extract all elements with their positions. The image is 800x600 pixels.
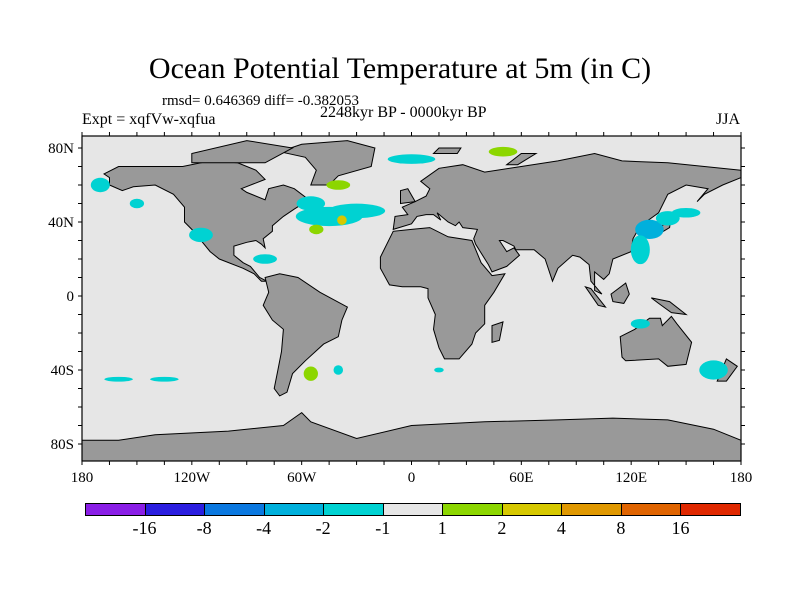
anomaly-patch xyxy=(326,180,351,190)
landmass-north-america xyxy=(103,160,310,282)
colorbar-label: 4 xyxy=(556,518,566,538)
season-label: JJA xyxy=(716,111,741,128)
anomaly-patch xyxy=(333,365,344,375)
colorbar-swatch xyxy=(144,503,206,516)
colorbar-label: 2 xyxy=(497,518,507,538)
y-tick-label: 40S xyxy=(51,363,74,379)
colorbar-swatch xyxy=(501,503,563,516)
experiment-label: Expt = xqfVw-xqfua xyxy=(82,111,216,128)
anomaly-patch xyxy=(387,154,436,164)
colorbar-label: 16 xyxy=(671,518,690,538)
colorbar-label: -1 xyxy=(375,518,391,538)
anomaly-patch xyxy=(303,366,318,381)
colorbar-swatch xyxy=(263,503,325,516)
colorbar-label: -8 xyxy=(196,518,212,538)
colorbar-swatch xyxy=(561,503,622,516)
landmass-eurasia xyxy=(392,152,741,295)
y-tick-label: 80N xyxy=(48,141,74,157)
x-tick-label: 180 xyxy=(730,470,753,486)
landmass-britain xyxy=(400,188,417,205)
anomaly-patch xyxy=(150,376,179,382)
colorbar-label: -4 xyxy=(256,518,272,538)
colorbar-swatch xyxy=(442,503,503,516)
anomaly-patch xyxy=(671,207,701,218)
y-tick-label: 0 xyxy=(67,289,75,305)
landmass-australia xyxy=(619,315,693,367)
anomaly-patch xyxy=(434,367,444,373)
anomaly-patch xyxy=(699,360,728,380)
anomaly-patch xyxy=(104,376,133,382)
colorbar-label: -16 xyxy=(132,518,157,538)
anomaly-patch xyxy=(488,146,518,157)
landmass-svalbard xyxy=(432,147,462,154)
x-tick-label: 60E xyxy=(509,470,533,486)
anomaly-patch xyxy=(90,177,110,193)
anomaly-patch xyxy=(296,196,326,211)
landmass-novaya-zemlya xyxy=(505,153,538,166)
landmass-south-america xyxy=(262,273,349,397)
y-tick-label: 80S xyxy=(51,437,74,453)
anomaly-patch xyxy=(337,215,347,225)
anomaly-layer xyxy=(90,146,728,382)
anomaly-patch xyxy=(129,198,145,209)
anomaly-patch xyxy=(328,203,386,219)
colorbar-swatch xyxy=(620,503,682,516)
landmass-greenland xyxy=(277,140,376,186)
landmass-africa xyxy=(379,227,506,360)
x-tick-label: 120E xyxy=(615,470,647,486)
colorbar-swatch xyxy=(382,503,444,516)
x-tick-label: 60W xyxy=(287,470,317,486)
x-tick-label: 0 xyxy=(408,470,416,486)
colorbar-label: 1 xyxy=(437,518,447,538)
anomaly-patch xyxy=(630,318,650,329)
y-tick-label: 40N xyxy=(48,215,74,231)
colorbar-swatch xyxy=(85,503,146,516)
land-layer xyxy=(82,140,741,461)
colorbar-label: -2 xyxy=(315,518,331,538)
anomaly-patch xyxy=(189,227,213,243)
colorbar-swatch xyxy=(204,503,265,516)
colorbar-label: 8 xyxy=(616,518,626,538)
colorbar-swatch xyxy=(323,503,384,516)
anomaly-patch xyxy=(253,254,277,264)
landmass-borneo xyxy=(610,282,630,304)
anomaly-patch xyxy=(635,219,664,240)
plot-title: Ocean Potential Temperature at 5m (in C) xyxy=(148,52,652,85)
landmass-arctic-islands xyxy=(191,140,295,164)
stats-label: rmsd= 0.646369 diff= -0.382053 xyxy=(162,93,360,109)
axis-ticks: 180 120W 60W 0 60E 120E 180 80N 40N 0 40S 80S xyxy=(48,132,752,486)
landmass-antarctica xyxy=(82,411,741,461)
colorbar-swatch xyxy=(680,503,741,516)
landmass-madagascar xyxy=(491,321,504,343)
landmass-new-guinea xyxy=(650,297,688,316)
x-tick-label: 180 xyxy=(71,470,94,486)
landmass-sumatra xyxy=(584,285,607,308)
period-label: 2248kyr BP - 0000kyr BP xyxy=(320,104,487,121)
x-tick-label: 120W xyxy=(173,470,211,486)
anomaly-patch xyxy=(309,224,324,235)
anomaly-patch xyxy=(630,235,650,265)
